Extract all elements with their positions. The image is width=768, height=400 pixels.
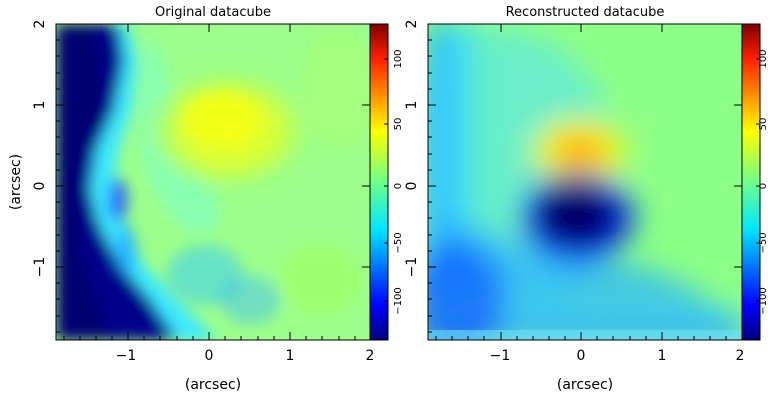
panel-original: Original datacube <box>8 5 404 393</box>
x-tick-label: 1 <box>286 348 295 364</box>
colorbar: 100 50 0 −50 −100 <box>741 23 768 341</box>
x-tick-label: 2 <box>736 348 745 364</box>
heatmap-original <box>56 24 370 340</box>
colorbar-tick-label: −100 <box>393 287 404 314</box>
colorbar-tick-label: 50 <box>393 118 404 131</box>
x-tick-label: −1 <box>116 348 137 364</box>
colorbar-tick-label: −50 <box>393 232 404 253</box>
colorbar-tick-label: 0 <box>393 183 404 189</box>
panel-title: Reconstructed datacube <box>506 5 665 20</box>
x-axis-title: (arcsec) <box>185 377 241 393</box>
x-axis-title: (arcsec) <box>557 377 613 393</box>
x-tick-label: 2 <box>366 348 375 364</box>
colorbar: 100 50 0 −50 −100 <box>369 23 404 341</box>
y-tick-label: 2 <box>32 20 48 29</box>
y-tick-label: −1 <box>404 257 420 278</box>
y-axis-title: (arcsec) <box>8 154 24 210</box>
y-axis <box>56 23 370 333</box>
colorbar-tick-label: −100 <box>758 287 768 314</box>
x-tick-label: 0 <box>205 348 214 364</box>
panel-title: Original datacube <box>155 5 271 20</box>
y-tick-labels: 2 1 0 −1 <box>404 20 420 278</box>
y-tick-label: 0 <box>32 182 48 191</box>
y-tick-label: 2 <box>404 20 420 29</box>
colorbar-tick-label: 50 <box>758 118 768 131</box>
colorbar-tick-label: −50 <box>758 232 768 253</box>
y-tick-label: 0 <box>404 182 420 191</box>
colorbar-tick-label: 0 <box>758 183 768 189</box>
y-tick-label: 1 <box>32 101 48 110</box>
x-axis <box>63 24 356 340</box>
heatmap-reconstructed <box>428 24 742 340</box>
x-tick-labels: −1 0 1 2 <box>490 348 745 364</box>
x-tick-label: 0 <box>577 348 586 364</box>
x-tick-labels: −1 0 1 2 <box>116 348 375 364</box>
colorbar-tick-label: 100 <box>758 49 768 68</box>
x-tick-label: −1 <box>490 348 511 364</box>
colorbar-tick-label: 100 <box>393 49 404 68</box>
x-tick-label: 1 <box>658 348 667 364</box>
y-tick-label: −1 <box>32 257 48 278</box>
y-axis <box>428 23 742 333</box>
y-tick-label: 1 <box>404 101 420 110</box>
colorbar-gradient <box>369 23 389 341</box>
x-axis <box>435 24 727 340</box>
colorbar-gradient <box>741 23 761 341</box>
y-tick-labels: 2 1 0 −1 <box>32 20 48 278</box>
panel-reconstructed: Reconstructed datacube <box>404 5 768 393</box>
